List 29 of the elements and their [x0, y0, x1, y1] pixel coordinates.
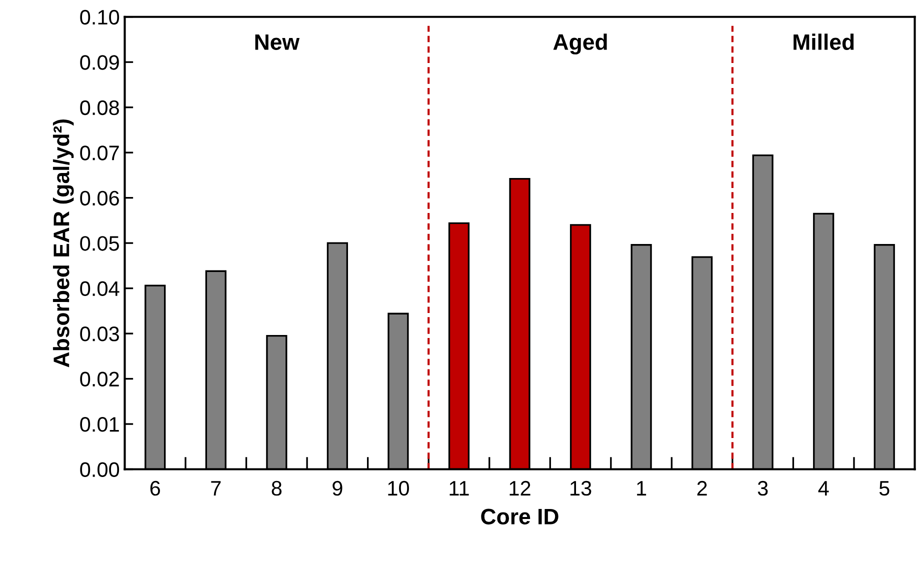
- x-tick-label: 10: [388, 480, 409, 496]
- annotation: Milled: [794, 34, 854, 50]
- x-tick-label: 3: [758, 480, 768, 496]
- x-tick-label: 4: [818, 481, 829, 496]
- y-tick-label: 0.07: [80, 146, 119, 160]
- x-tick-label: 9: [332, 480, 342, 496]
- y-tick-label: 0.02: [80, 372, 119, 387]
- x-tick-label: 5: [879, 481, 890, 496]
- annotation: Aged: [553, 34, 607, 54]
- y-axis-title: Absorbed EAR (gal/yd²): [52, 119, 74, 368]
- y-tick-label: 0.06: [80, 190, 119, 206]
- x-tick-label: 11: [450, 481, 469, 496]
- annotation: New: [255, 34, 300, 50]
- y-tick-label: 0.10: [80, 10, 120, 25]
- y-tick-label: 0.04: [80, 281, 120, 296]
- x-tick-label: 8: [272, 480, 282, 496]
- y-tick-label: 0.08: [80, 100, 119, 116]
- x-tick-label: 1: [637, 481, 646, 496]
- x-tick-label: 6: [150, 480, 160, 496]
- y-tick-label: 0.01: [80, 417, 119, 432]
- x-tick-label: 12: [510, 480, 530, 496]
- x-tick-label: 7: [211, 481, 221, 496]
- x-axis-title: Core ID: [481, 508, 558, 524]
- y-tick-label: 0.05: [80, 236, 120, 251]
- y-tick-label: 0.00: [80, 462, 120, 478]
- y-tick-label: 0.03: [80, 326, 119, 342]
- x-tick-label: 2: [697, 480, 707, 496]
- x-tick-label: 13: [570, 480, 592, 496]
- y-tick-label: 0.09: [80, 55, 119, 70]
